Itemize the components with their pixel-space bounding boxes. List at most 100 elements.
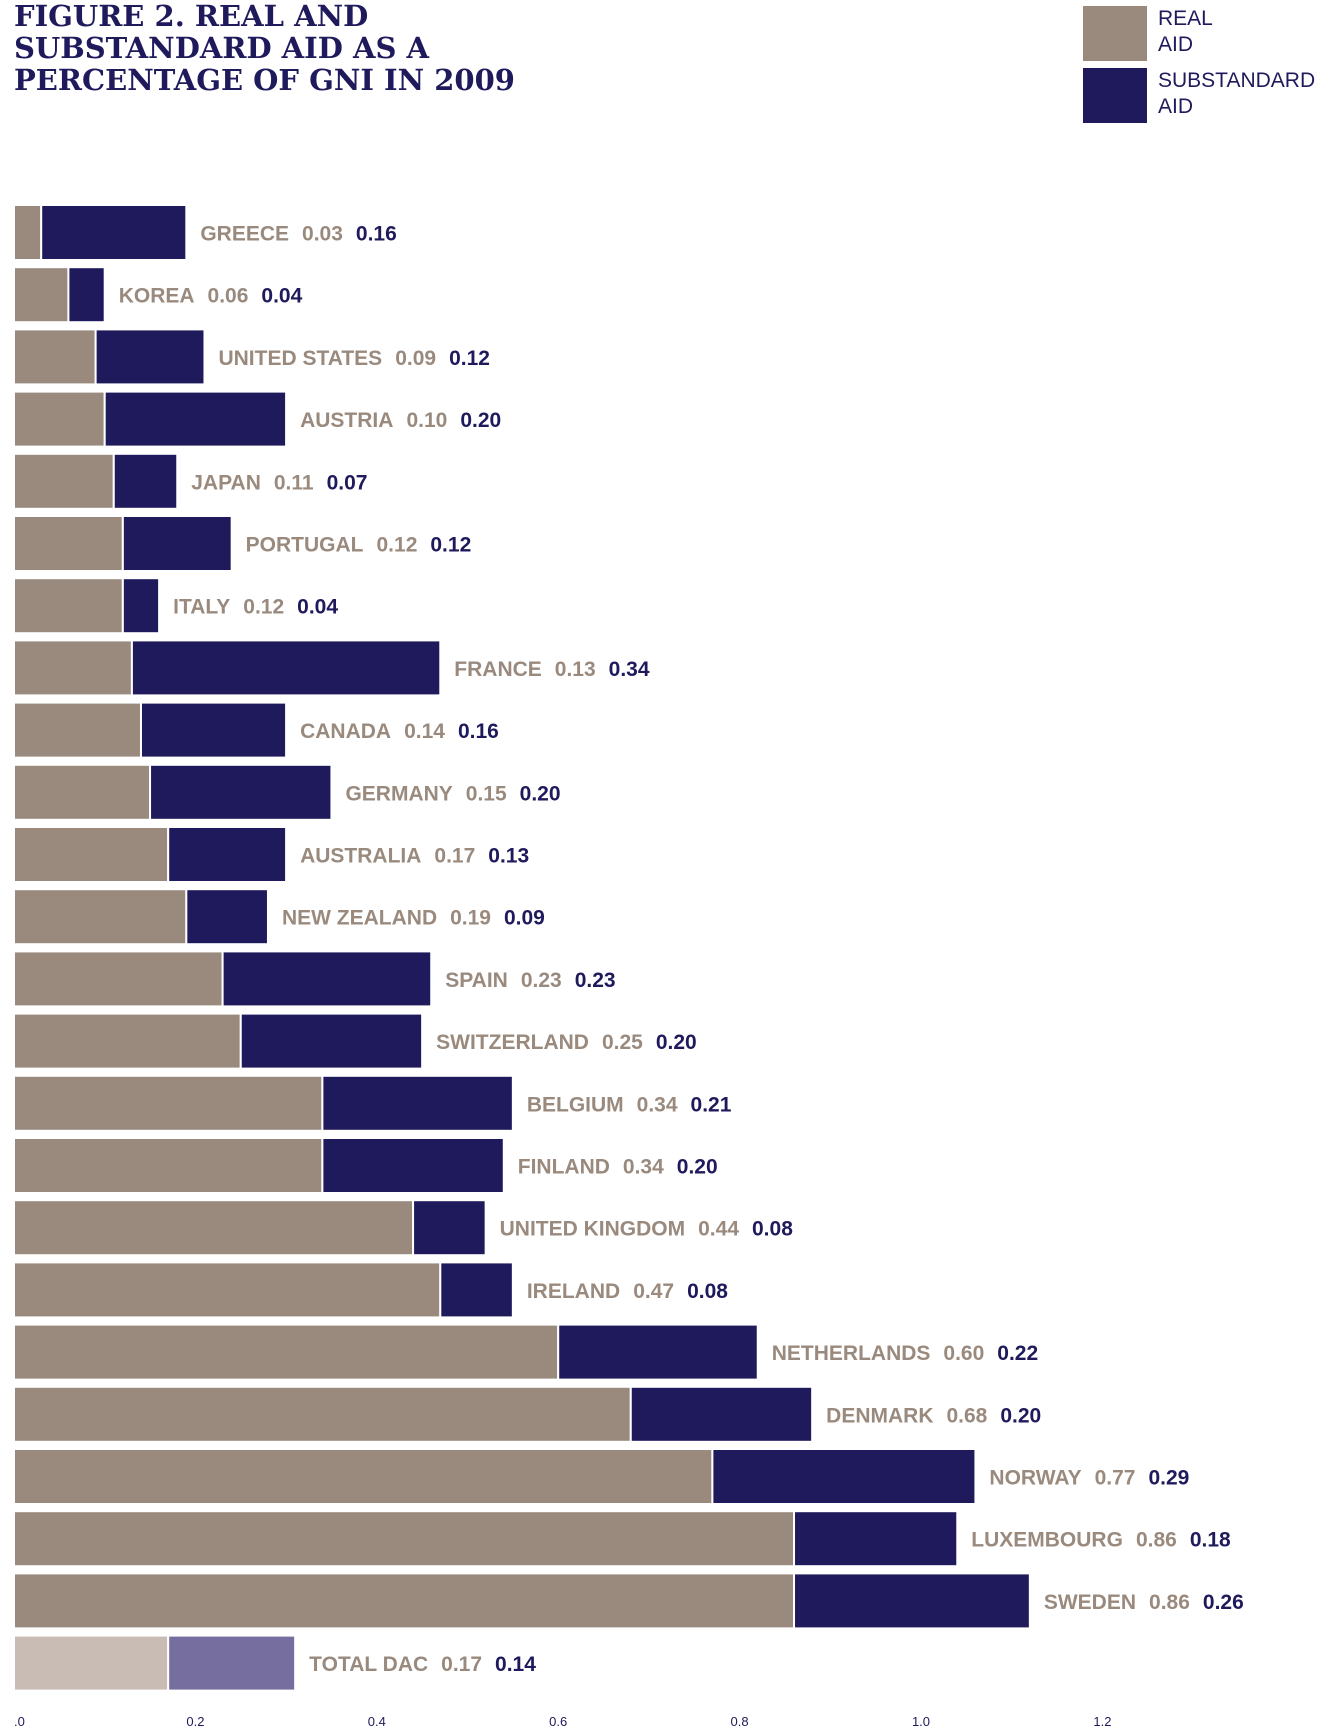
- category-label-korea: KOREA: [119, 285, 195, 308]
- bar-substandard-australia: [167, 826, 288, 883]
- bar-label-canada: CANADA 0.14 0.16: [300, 720, 499, 743]
- legend-label-substandard-aid-line2: AID: [1158, 95, 1194, 118]
- bar-label-greece: GREECE 0.03 0.16: [200, 223, 396, 246]
- category-label-australia: AUSTRALIA: [300, 845, 421, 868]
- bar-label-netherlands: NETHERLANDS 0.60 0.22: [772, 1342, 1038, 1365]
- bar-real-netherlands: [13, 1323, 560, 1381]
- bar-substandard-sweden: [793, 1572, 1031, 1630]
- value-label-substandard-norway: 0.29: [1148, 1467, 1189, 1490]
- legend-label-real-aid-line1: REAL: [1158, 7, 1213, 30]
- value-label-real-korea: 0.06: [208, 285, 249, 308]
- bar-label-belgium: BELGIUM 0.34 0.21: [527, 1093, 732, 1116]
- x-tick-label-1-0: 1.0: [912, 1714, 930, 1729]
- value-label-real-norway: 0.77: [1095, 1467, 1136, 1490]
- bar-real-luxembourg: [13, 1510, 796, 1568]
- bar-group-germany: GERMANY 0.15 0.20: [13, 763, 561, 821]
- bar-real-new-zealand: [13, 888, 188, 946]
- bar-group-netherlands: NETHERLANDS 0.60 0.22: [13, 1323, 1038, 1381]
- bar-label-norway: NORWAY 0.77 0.29: [989, 1467, 1189, 1490]
- legend-label-substandard-aid: SUBSTANDARD AID: [1158, 68, 1318, 120]
- value-label-real-new-zealand: 0.19: [450, 907, 491, 930]
- bar-substandard-spain: [221, 950, 433, 1008]
- bar-label-denmark: DENMARK 0.68 0.20: [826, 1404, 1041, 1427]
- value-label-substandard-netherlands: 0.22: [997, 1342, 1038, 1365]
- category-label-luxembourg: LUXEMBOURG: [971, 1529, 1123, 1552]
- category-label-spain: SPAIN: [445, 969, 508, 992]
- value-label-real-canada: 0.14: [404, 720, 445, 743]
- bar-real-united-states: [13, 328, 97, 386]
- x-tick-label-0: .0: [14, 1714, 25, 1729]
- bar-real-finland: [13, 1137, 324, 1194]
- bar-label-switzerland: SWITZERLAND 0.25 0.20: [436, 1031, 697, 1054]
- value-label-real-italy: 0.12: [243, 596, 284, 619]
- bar-label-ireland: IRELAND 0.47 0.08: [527, 1280, 728, 1303]
- value-label-substandard-japan: 0.07: [327, 471, 368, 494]
- category-label-greece: GREECE: [200, 223, 289, 246]
- value-label-real-portugal: 0.12: [377, 534, 418, 557]
- value-label-real-united-states: 0.09: [395, 347, 436, 370]
- category-label-new-zealand: NEW ZEALAND: [282, 907, 437, 930]
- bar-substandard-finland: [321, 1137, 505, 1194]
- bar-label-italy: ITALY 0.12 0.04: [173, 596, 338, 619]
- bar-real-belgium: [13, 1074, 324, 1132]
- bar-group-united-kingdom: UNITED KINGDOM 0.44 0.08: [13, 1199, 793, 1257]
- x-tick-label-0-2: 0.2: [186, 1714, 204, 1729]
- category-label-switzerland: SWITZERLAND: [436, 1031, 589, 1054]
- bar-substandard-japan: [112, 452, 179, 510]
- category-label-finland: FINLAND: [518, 1156, 610, 1179]
- bar-real-united-kingdom: [13, 1199, 415, 1257]
- bar-group-italy: ITALY 0.12 0.04: [13, 577, 338, 635]
- bar-group-australia: AUSTRALIA 0.17 0.13: [13, 826, 529, 883]
- legend-swatch-real-aid: [1083, 6, 1147, 61]
- category-label-italy: ITALY: [173, 596, 230, 619]
- bar-label-australia: AUSTRALIA 0.17 0.13: [300, 845, 529, 868]
- value-label-real-finland: 0.34: [623, 1156, 664, 1179]
- bar-label-germany: GERMANY 0.15 0.20: [345, 782, 560, 805]
- bar-label-total-dac: TOTAL DAC 0.17 0.14: [309, 1653, 536, 1676]
- bar-real-canada: [13, 701, 142, 759]
- bar-real-norway: [13, 1448, 714, 1505]
- bar-real-total-dac: [13, 1634, 170, 1692]
- value-label-substandard-austria: 0.20: [460, 409, 501, 432]
- value-label-substandard-italy: 0.04: [297, 596, 338, 619]
- value-label-real-austria: 0.10: [406, 409, 447, 432]
- bar-label-united-states: UNITED STATES 0.09 0.12: [218, 347, 489, 370]
- value-label-substandard-sweden: 0.26: [1203, 1591, 1244, 1614]
- value-label-real-ireland: 0.47: [633, 1280, 674, 1303]
- value-label-substandard-portugal: 0.12: [430, 534, 471, 557]
- bar-group-denmark: DENMARK 0.68 0.20: [13, 1385, 1041, 1443]
- category-label-total-dac: TOTAL DAC: [309, 1653, 428, 1676]
- bar-real-germany: [13, 763, 152, 821]
- value-label-real-total-dac: 0.17: [441, 1653, 482, 1676]
- value-label-real-united-kingdom: 0.44: [698, 1218, 739, 1241]
- value-label-substandard-belgium: 0.21: [691, 1093, 732, 1116]
- bar-real-switzerland: [13, 1012, 242, 1070]
- bar-real-australia: [13, 826, 170, 883]
- category-label-canada: CANADA: [300, 720, 391, 743]
- bar-real-greece: [13, 204, 43, 261]
- bar-label-france: FRANCE 0.13 0.34: [454, 658, 650, 681]
- bar-real-italy: [13, 577, 124, 635]
- bar-substandard-ireland: [439, 1261, 514, 1319]
- value-label-real-japan: 0.11: [274, 471, 314, 494]
- value-label-substandard-spain: 0.23: [575, 969, 616, 992]
- value-label-real-netherlands: 0.60: [943, 1342, 984, 1365]
- category-label-united-states: UNITED STATES: [218, 347, 382, 370]
- value-label-substandard-total-dac: 0.14: [495, 1653, 536, 1676]
- value-label-real-luxembourg: 0.86: [1136, 1529, 1177, 1552]
- bar-substandard-canada: [139, 701, 288, 759]
- x-tick-label-0-6: 0.6: [549, 1714, 567, 1729]
- bar-label-sweden: SWEDEN 0.86 0.26: [1044, 1591, 1244, 1614]
- bar-group-austria: AUSTRIA 0.10 0.20: [13, 390, 501, 448]
- value-label-substandard-switzerland: 0.20: [656, 1031, 697, 1054]
- bar-label-korea: KOREA 0.06 0.04: [119, 285, 303, 308]
- legend-swatch-substandard-aid: [1083, 68, 1147, 123]
- bar-group-sweden: SWEDEN 0.86 0.26: [13, 1572, 1244, 1630]
- category-label-belgium: BELGIUM: [527, 1093, 624, 1116]
- value-label-substandard-united-kingdom: 0.08: [752, 1218, 793, 1241]
- bar-group-luxembourg: LUXEMBOURG 0.86 0.18: [13, 1510, 1231, 1568]
- legend-label-substandard-aid-line1: SUBSTANDARD: [1158, 69, 1316, 92]
- bar-group-portugal: PORTUGAL 0.12 0.12: [13, 515, 471, 572]
- value-label-real-germany: 0.15: [466, 782, 507, 805]
- bar-substandard-germany: [149, 763, 333, 821]
